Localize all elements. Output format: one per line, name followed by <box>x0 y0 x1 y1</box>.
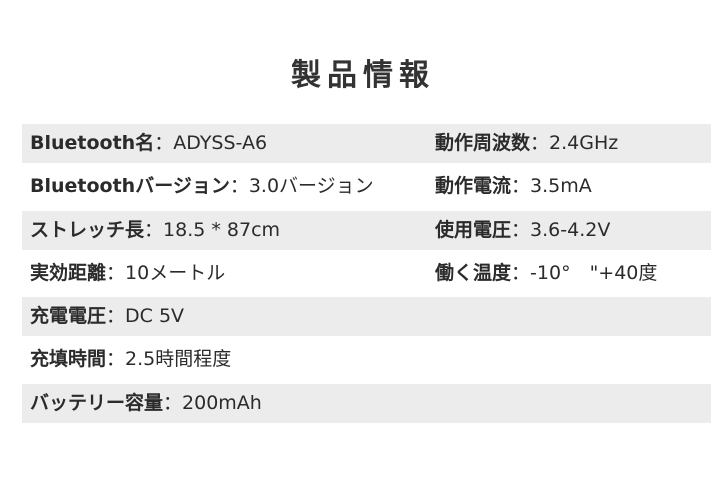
spec-row: バッテリー容量：200mAh <box>22 384 711 423</box>
spec-left-cell: ストレッチ長：18.5 * 87cm <box>30 211 280 250</box>
spec-row: 実効距離：10メートル 働く温度：-10° "+40度 <box>22 254 711 293</box>
spec-left-cell: 充電電圧：DC 5V <box>30 297 184 336</box>
spec-separator: ： <box>106 348 126 370</box>
spec-label: 動作電流 <box>435 175 512 197</box>
spec-label: Bluetooth名 <box>30 132 155 154</box>
spec-separator: ： <box>154 132 174 154</box>
spec-label: Bluetoothバージョン <box>30 175 230 197</box>
spec-label: 使用電圧 <box>435 219 512 241</box>
spec-value: 200mAh <box>182 392 262 414</box>
spec-label: ストレッチ長 <box>30 219 145 241</box>
spec-separator: ： <box>530 132 550 154</box>
spec-label: 働く温度 <box>435 262 512 284</box>
spec-value: 3.0バージョン <box>248 175 374 197</box>
spec-right-cell: 動作周波数：2.4GHz <box>435 124 618 163</box>
spec-separator: ： <box>511 262 531 284</box>
spec-label: 動作周波数 <box>435 132 531 154</box>
spec-left-cell: 実効距離：10メートル <box>30 254 225 293</box>
spec-separator: ： <box>511 219 531 241</box>
spec-left-cell: Bluetoothバージョン：3.0バージョン <box>30 167 374 206</box>
spec-label: バッテリー容量 <box>30 392 164 414</box>
spec-left-cell: Bluetooth名：ADYSS-A6 <box>30 124 267 163</box>
spec-right-cell: 使用電圧：3.6-4.2V <box>435 211 610 250</box>
spec-right-cell: 働く温度：-10° "+40度 <box>435 254 657 293</box>
spec-separator: ： <box>163 392 183 414</box>
spec-value: ADYSS-A6 <box>173 132 268 154</box>
page-title: 製品情報 <box>291 58 435 93</box>
spec-label: 実効距離 <box>30 262 107 284</box>
spec-left-cell: バッテリー容量：200mAh <box>30 384 262 423</box>
spec-value: 2.4GHz <box>549 132 619 154</box>
spec-row: 充填時間：2.5時間程度 <box>22 340 711 379</box>
spec-value: 3.5mA <box>530 175 592 197</box>
spec-row: ストレッチ長：18.5 * 87cm 使用電圧：3.6-4.2V <box>22 211 711 250</box>
spec-separator: ： <box>106 305 126 327</box>
spec-value: 18.5 * 87cm <box>163 219 281 241</box>
spec-value: 3.6-4.2V <box>530 219 611 241</box>
spec-separator: ： <box>229 175 249 197</box>
spec-value: 2.5時間程度 <box>125 348 232 370</box>
spec-row: Bluetoothバージョン：3.0バージョン 動作電流：3.5mA <box>22 167 711 206</box>
spec-label: 充填時間 <box>30 348 107 370</box>
spec-left-cell: 充填時間：2.5時間程度 <box>30 340 231 379</box>
spec-value: 10メートル <box>125 262 226 284</box>
spec-row: Bluetooth名：ADYSS-A6 動作周波数：2.4GHz <box>22 124 711 163</box>
spec-separator: ： <box>144 219 164 241</box>
spec-separator: ： <box>106 262 126 284</box>
spec-value: -10° "+40度 <box>530 262 658 284</box>
spec-label: 充電電圧 <box>30 305 107 327</box>
spec-value: DC 5V <box>125 305 185 327</box>
spec-row: 充電電圧：DC 5V <box>22 297 711 336</box>
spec-right-cell: 動作電流：3.5mA <box>435 167 592 206</box>
spec-separator: ： <box>511 175 531 197</box>
